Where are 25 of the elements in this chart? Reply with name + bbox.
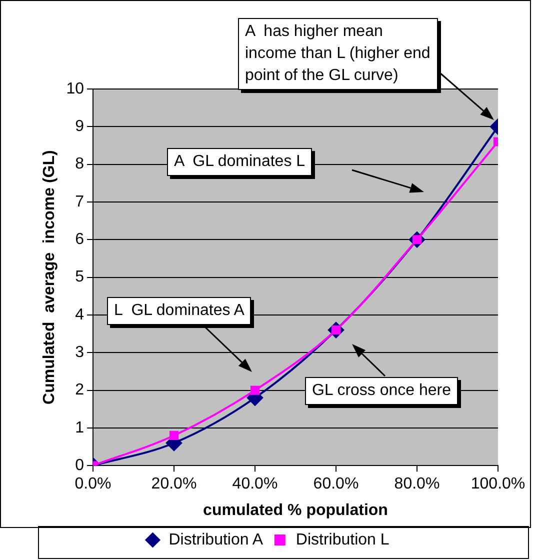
y-tick-label: 2 [75,382,84,399]
x-tick-label: 60.0% [313,476,359,493]
y-tick-label: 7 [75,193,84,210]
x-tick-label: 80.0% [394,476,440,493]
legend-label: Distribution L [296,531,390,548]
y-axis-title: Cumulated average income (GL) [41,150,58,404]
x-tick-label: 20.0% [151,476,197,493]
y-tick-label: 3 [75,344,84,362]
legend-label: Distribution A [168,531,264,548]
annotation: L GL dominates A [107,297,252,325]
y-tick-label: 1 [75,419,84,436]
annotation: A GL dominates L [167,148,312,176]
y-tick-label: 10 [66,80,84,98]
annotation: GL cross once here [305,377,458,405]
y-tick-label: 0 [75,457,84,474]
text: A has higher mean income than L (higher end point of the GL curve) [238,18,438,90]
y-tick-label: 6 [75,231,84,248]
y-tick-label: 8 [75,156,84,173]
x-tick-label: 40.0% [232,476,278,493]
y-tick-label: 4 [75,306,84,324]
y-tick-label: 9 [75,118,84,136]
x-axis-title: cumulated % population [203,502,388,519]
y-tick-label: 5 [75,268,84,286]
x-tick-label: 100.0% [470,476,526,493]
x-tick-label: 0.0% [74,476,112,493]
